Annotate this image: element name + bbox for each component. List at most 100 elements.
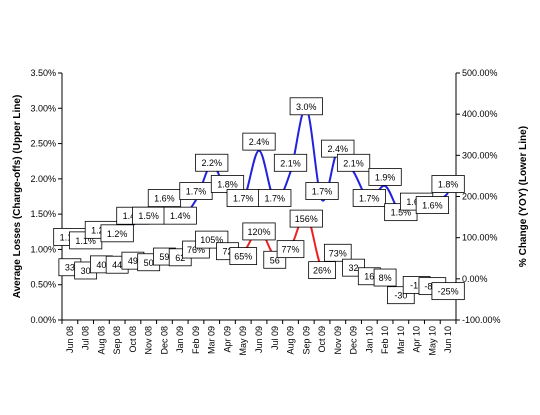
data-label: 1.2% — [100, 224, 134, 243]
data-label-box — [229, 247, 258, 265]
data-label: 1.7% — [305, 182, 339, 200]
data-label: 1.9% — [368, 168, 402, 186]
left-tick-label: 2.00% — [30, 174, 56, 184]
data-label: 77% — [276, 240, 305, 259]
data-label-text: 76% — [187, 245, 205, 255]
data-label-box — [305, 182, 339, 200]
data-label: 73% — [323, 243, 352, 262]
x-tick-label: Jul 08 — [81, 326, 91, 350]
data-label-text: 2.4% — [249, 137, 270, 147]
data-label-text: 1.7% — [359, 194, 380, 204]
x-tick-label: Aug 09 — [286, 326, 296, 355]
right-axis-title: % Change (YOY) (Lower Line) — [518, 126, 529, 267]
data-label-text: 26% — [313, 266, 331, 276]
data-label-text: 1.4% — [170, 211, 191, 221]
data-label: 1.7% — [179, 182, 213, 200]
right-tick-label: 300.00% — [462, 150, 498, 160]
data-label-text: 73% — [329, 248, 347, 258]
data-label-text: 77% — [282, 245, 300, 255]
x-tick-label: May 09 — [238, 326, 248, 356]
data-label-text: 1.8% — [438, 179, 459, 189]
data-label-text: 1.6% — [422, 201, 443, 211]
right-tick-label: 100.00% — [462, 233, 498, 243]
data-label-text: 49 — [128, 256, 138, 266]
data-label: 2.4% — [321, 139, 355, 158]
data-label: 1.7% — [258, 189, 292, 207]
data-label: 2.1% — [273, 153, 308, 172]
data-label: 2.2% — [195, 153, 229, 172]
x-tick-label: Jun 09 — [254, 326, 264, 353]
data-label-text: 1.7% — [265, 194, 286, 204]
data-label-box — [336, 153, 371, 172]
data-label-text: 40 — [96, 260, 106, 270]
data-label-text: 2.4% — [328, 144, 349, 154]
data-label: 1.6% — [415, 196, 449, 214]
data-label-text: 16 — [364, 272, 374, 282]
x-tick-label: Feb 10 — [380, 326, 390, 354]
data-label-text: 2.1% — [343, 158, 364, 168]
data-label: 1.6% — [147, 189, 182, 207]
x-tick-label: Jan 10 — [364, 326, 374, 353]
x-tick-label: Jun 10 — [443, 326, 453, 353]
data-label: 2.1% — [336, 153, 371, 172]
left-tick-label: 1.00% — [30, 244, 56, 254]
data-label: 26% — [308, 261, 336, 280]
data-label-text: 1.7% — [186, 187, 207, 197]
x-tick-label: Nov 08 — [144, 326, 154, 355]
data-label: 120% — [242, 222, 276, 241]
data-label-box — [289, 209, 323, 228]
data-label-box — [289, 97, 323, 116]
x-tick-label: Apr 10 — [412, 326, 422, 353]
left-axis-title: Average Losses (Charge-offs) (Upper Line… — [12, 95, 23, 299]
data-label-text: 3.0% — [296, 102, 317, 112]
right-tick-label: 200.00% — [462, 192, 498, 202]
data-label-text: 1.8% — [217, 179, 238, 189]
left-tick-label: 2.50% — [30, 139, 56, 149]
data-label-text: 1.9% — [375, 172, 396, 182]
x-tick-label: Sep 09 — [301, 326, 311, 355]
data-label-text: 30 — [81, 266, 91, 276]
data-label-box — [258, 189, 292, 207]
data-label-text: 65% — [234, 252, 252, 262]
data-label-box — [368, 168, 402, 186]
data-label-box — [431, 175, 465, 193]
data-label-box — [323, 243, 352, 262]
data-label: 3.0% — [289, 97, 323, 116]
data-label-text: -25% — [438, 287, 459, 297]
data-label-box — [373, 268, 397, 287]
data-label-box — [163, 206, 197, 225]
data-label-text: 1.2% — [107, 229, 128, 239]
data-label: 65% — [229, 247, 258, 265]
x-tick-label: Dec 09 — [349, 326, 359, 355]
data-label-text: 1.1% — [75, 236, 96, 246]
x-tick-label: Sep 08 — [112, 326, 122, 355]
data-label-text: 156% — [295, 214, 318, 224]
data-label-box — [242, 222, 276, 241]
data-label: 1.8% — [431, 175, 465, 193]
x-tick-label: Jan 09 — [175, 326, 185, 353]
data-label-box — [431, 282, 465, 301]
data-label-box — [276, 240, 305, 259]
data-label-text: 120% — [247, 227, 270, 237]
data-label-text: 1.7% — [312, 187, 333, 197]
left-tick-label: 3.50% — [30, 68, 56, 78]
data-label: 1.4% — [163, 206, 197, 225]
data-label-text: 72 — [222, 247, 232, 257]
data-label-text: 1.5% — [391, 208, 412, 218]
x-tick-label: Jun 08 — [65, 326, 75, 353]
x-tick-label: Feb 09 — [191, 326, 201, 354]
left-tick-label: 1.50% — [30, 209, 56, 219]
right-tick-label: 500.00% — [462, 68, 498, 78]
data-label: -25% — [431, 282, 465, 301]
data-label-box — [415, 196, 449, 214]
data-label-text: 44 — [112, 260, 122, 270]
data-label-text: 1.5% — [138, 211, 159, 221]
data-label-box — [352, 189, 386, 207]
data-labels: 1.1%1.1%1.2%1.2%1.4%1.5%1.6%1.4%1.7%2.2%… — [53, 97, 465, 305]
x-tick-label: Oct 09 — [317, 326, 327, 353]
data-label-text: 33 — [65, 263, 75, 273]
x-tick-label: Mar 09 — [207, 326, 217, 354]
data-label-text: 105% — [200, 235, 223, 245]
data-label-box — [273, 153, 308, 172]
